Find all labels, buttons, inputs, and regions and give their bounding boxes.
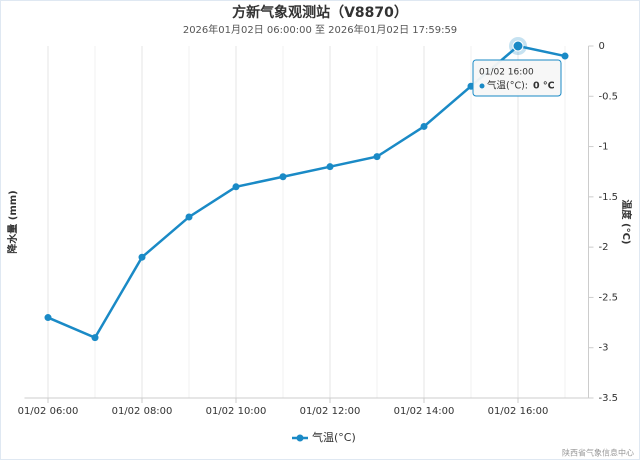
tooltip-value: 0 °C: [533, 81, 555, 92]
x-tick-label: 01/02 10:00: [206, 406, 267, 417]
point: [561, 52, 569, 60]
chart-subtitle: 2026年01月02日 06:00:00 至 2026年01月02日 17:59…: [183, 23, 457, 36]
x-tick-label: 01/02 14:00: [394, 406, 455, 417]
credits: 陕西省气象信息中心: [562, 448, 634, 458]
point: [91, 334, 99, 342]
point: [373, 153, 381, 161]
y-left-title: 降水量 (mm): [6, 190, 19, 253]
point: [44, 314, 52, 322]
point: [512, 40, 524, 52]
legend-label: 气温(°C): [312, 430, 356, 444]
legend-marker: [296, 434, 304, 442]
tooltip-label: 气温(°C):: [487, 80, 528, 92]
y-tick-label: -2: [599, 242, 609, 253]
x-tick-label: 01/02 16:00: [488, 406, 549, 417]
point: [420, 122, 428, 130]
tooltip-header: 01/02 16:00: [479, 68, 534, 78]
point: [138, 253, 146, 261]
y-tick-label: -2.5: [599, 292, 619, 303]
y-tick-label: -3.5: [599, 393, 619, 404]
point: [326, 163, 334, 171]
point: [232, 183, 240, 191]
y-tick-label: -1.5: [599, 192, 619, 203]
y-tick-label: 0: [599, 41, 605, 52]
x-tick-label: 01/02 08:00: [112, 406, 173, 417]
x-tick-label: 01/02 12:00: [300, 406, 361, 417]
y-tick-label: -3: [599, 343, 609, 354]
y-tick-label: -1: [599, 142, 609, 153]
y-tick-label: -0.5: [599, 91, 619, 102]
y-right-title: 温度 (°C): [620, 200, 633, 245]
point: [279, 173, 287, 181]
point: [185, 213, 193, 221]
tooltip-box: [472, 59, 562, 97]
x-tick-label: 01/02 06:00: [18, 406, 79, 417]
tooltip-dot: [479, 83, 485, 89]
chart-title: 方新气象观测站（V8870）: [232, 4, 408, 21]
